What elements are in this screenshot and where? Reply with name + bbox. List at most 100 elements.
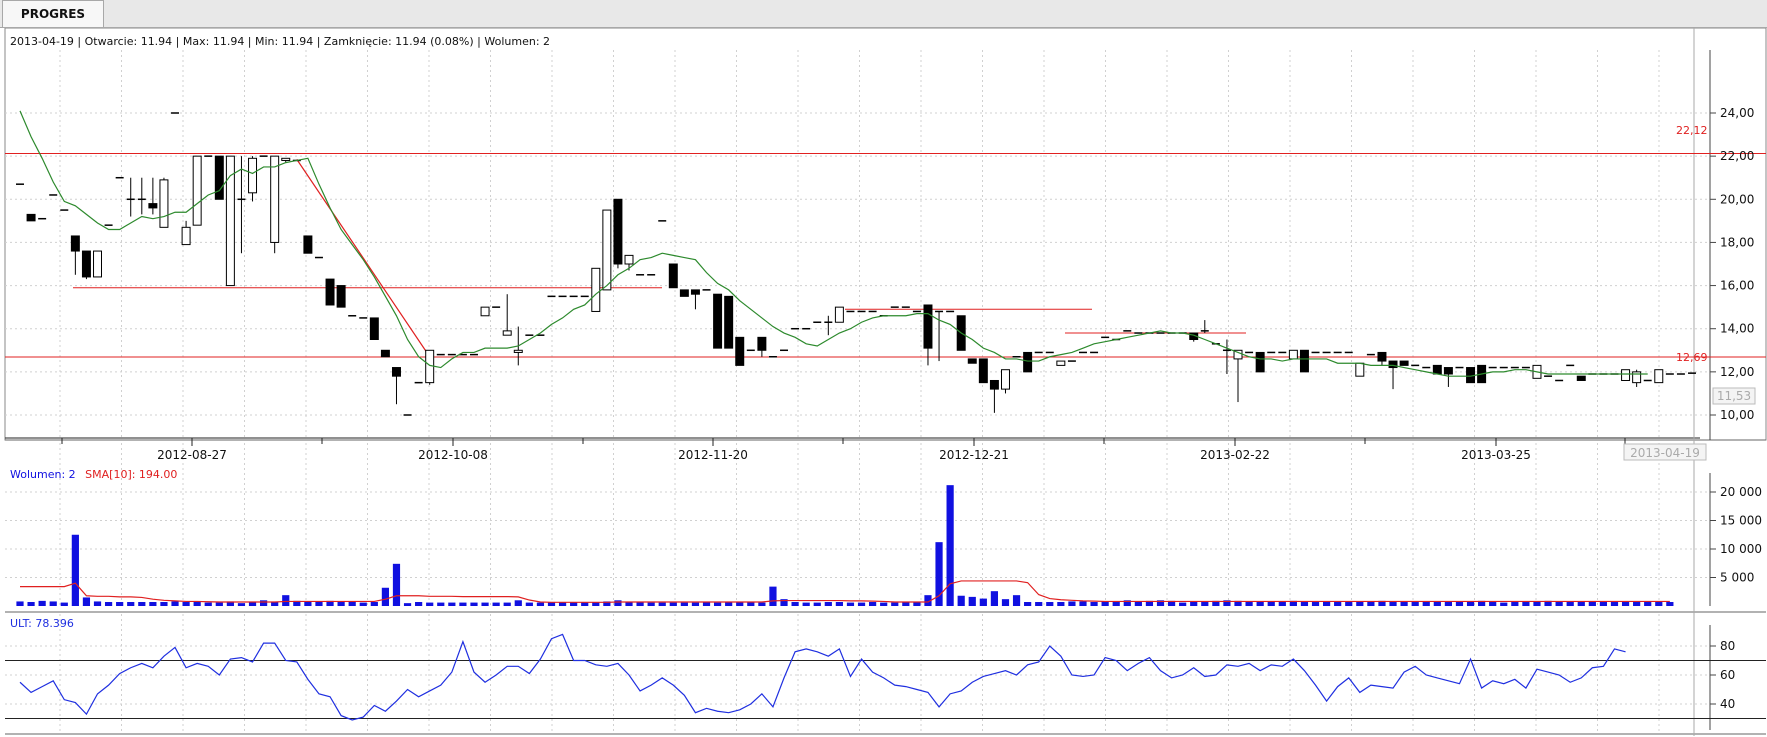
- cursor-date: 2013-04-19: [1630, 446, 1700, 460]
- candle-body: [1521, 366, 1530, 369]
- volume-bar: [403, 603, 412, 606]
- candle-body: [1090, 351, 1099, 354]
- candle-body: [502, 330, 512, 336]
- candle-body: [513, 349, 523, 353]
- candle: [901, 306, 910, 308]
- candle-body: [480, 306, 490, 317]
- candle-body: [492, 306, 501, 308]
- date-tick-label: 2013-03-25: [1461, 448, 1531, 462]
- ult-tick-label: 40: [1720, 697, 1735, 711]
- ult-line: [19, 633, 1626, 721]
- volume-bar: [1455, 602, 1464, 606]
- volume-bar: [902, 602, 910, 606]
- volume-bar: [1256, 601, 1264, 606]
- candle-body: [1067, 360, 1076, 362]
- volume-bar: [1411, 602, 1419, 606]
- volume-bar: [824, 602, 832, 606]
- trend-lines: [296, 159, 431, 358]
- candle-body: [436, 353, 445, 356]
- date-tick-label: 2012-11-20: [678, 448, 748, 462]
- volume-bar: [1311, 602, 1320, 606]
- candle-body: [1510, 366, 1519, 369]
- candle-body: [834, 306, 844, 323]
- candle: [813, 321, 822, 323]
- candle: [1156, 332, 1165, 334]
- volume-bar: [592, 602, 600, 606]
- volume-bar: [1378, 600, 1386, 606]
- volume-bar: [957, 595, 965, 606]
- volume-bar: [736, 602, 744, 606]
- volume-bar: [1024, 602, 1032, 606]
- candle: [425, 349, 435, 385]
- candle-body: [1101, 336, 1110, 339]
- candle-body: [1311, 351, 1320, 354]
- candle: [1101, 336, 1110, 339]
- candle-body: [237, 198, 246, 201]
- candle: [1688, 372, 1696, 374]
- candle: [225, 155, 235, 287]
- candle: [436, 353, 445, 356]
- volume-bar: [835, 602, 843, 606]
- candle: [414, 381, 423, 384]
- candle-body: [16, 183, 24, 185]
- level-label-lower: 12,69: [1676, 351, 1708, 364]
- candle-body: [624, 254, 634, 265]
- candle: [1411, 364, 1420, 367]
- candle-body: [791, 327, 800, 330]
- volume-bar: [1212, 600, 1220, 606]
- candle: [1079, 351, 1087, 354]
- candle: [480, 306, 490, 317]
- grid: [5, 50, 1766, 732]
- volume-bar: [913, 602, 921, 606]
- candle-body: [1654, 369, 1664, 384]
- candle-body: [1576, 375, 1586, 381]
- candle: [49, 194, 58, 196]
- tab-progres[interactable]: PROGRES: [2, 0, 104, 27]
- candle-body: [602, 209, 612, 291]
- candle: [447, 353, 456, 356]
- candle-body: [137, 198, 146, 201]
- volume-bar: [702, 602, 711, 606]
- level-label-upper: 22,12: [1676, 124, 1708, 137]
- candle: [613, 198, 623, 269]
- candle: [1333, 351, 1342, 354]
- candle: [1134, 332, 1143, 334]
- volume-bar: [1201, 602, 1209, 606]
- candle: [702, 289, 711, 291]
- candle: [1576, 375, 1586, 381]
- volume-bar: [93, 601, 102, 606]
- candle-body: [1333, 351, 1342, 354]
- volume-bar: [348, 601, 356, 606]
- candle: [171, 112, 180, 114]
- candle-body: [325, 278, 335, 306]
- volume-bar: [935, 542, 943, 606]
- volume-bar: [1134, 601, 1142, 606]
- cursor-price-box: [1712, 387, 1756, 405]
- candle: [60, 209, 69, 211]
- candle-body: [536, 334, 545, 336]
- candle-body: [1688, 372, 1696, 374]
- candle: [1665, 373, 1674, 375]
- candle: [1355, 362, 1365, 377]
- candle: [1311, 351, 1320, 354]
- candle: [679, 289, 689, 297]
- candle-body: [813, 321, 822, 323]
- volume-bar: [780, 599, 788, 606]
- candle-body: [757, 336, 767, 351]
- candle: [369, 317, 379, 340]
- candle: [314, 256, 323, 259]
- price-tick-label: 16,00: [1720, 279, 1754, 293]
- candle-body: [658, 220, 667, 222]
- candle: [237, 156, 246, 254]
- candle: [989, 379, 999, 413]
- candle: [115, 176, 124, 179]
- ult-tick-label: 60: [1720, 668, 1735, 682]
- volume-bar: [1588, 601, 1596, 606]
- volume-bar: [1577, 602, 1585, 606]
- volume-bar: [1466, 601, 1475, 606]
- volume-bar: [547, 602, 556, 606]
- candle-body: [1377, 351, 1387, 362]
- candle: [70, 235, 80, 275]
- axes: 24,00 22,00 20,00 18,00 16,00 14,00 12,00 10,00…: [61, 106, 1762, 711]
- volume-bar: [1644, 602, 1652, 606]
